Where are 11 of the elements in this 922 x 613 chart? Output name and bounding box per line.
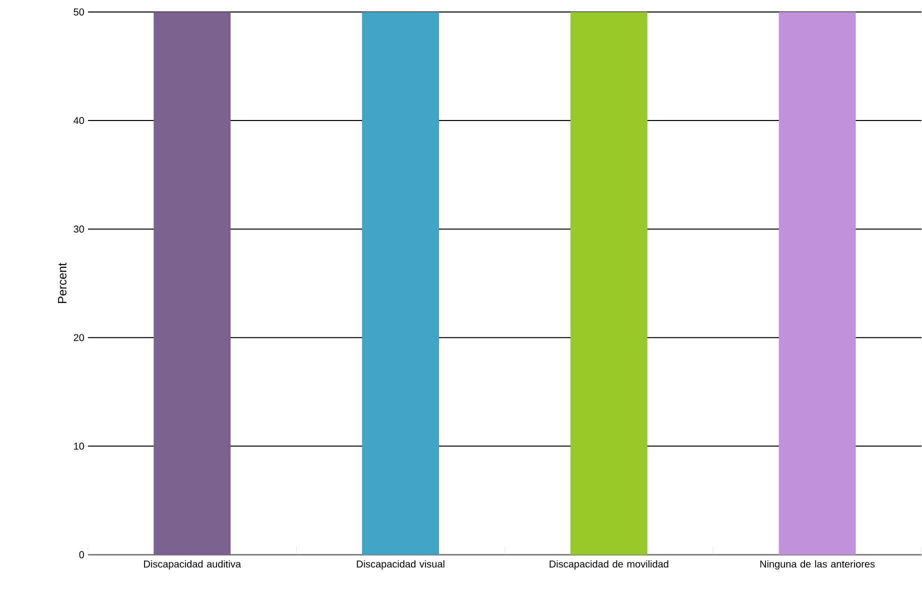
y-axis-title: Percent (58, 262, 66, 304)
y-tick-label: 50 (74, 8, 84, 16)
y-tick-label: 10 (74, 442, 84, 450)
x-tick-label: Discapacidad visual (356, 560, 444, 570)
y-tick-label: 30 (74, 226, 84, 233)
x-tick-label: Ninguna de las anteriores (760, 560, 875, 570)
x-tick-label: Discapacidad auditiva (144, 560, 242, 570)
x-tick-label: Discapacidad de movilidad (550, 560, 668, 570)
y-tick-label: 40 (74, 117, 84, 124)
y-tick-label: 20 (74, 334, 84, 342)
y-tick-label: 0 (79, 551, 84, 558)
